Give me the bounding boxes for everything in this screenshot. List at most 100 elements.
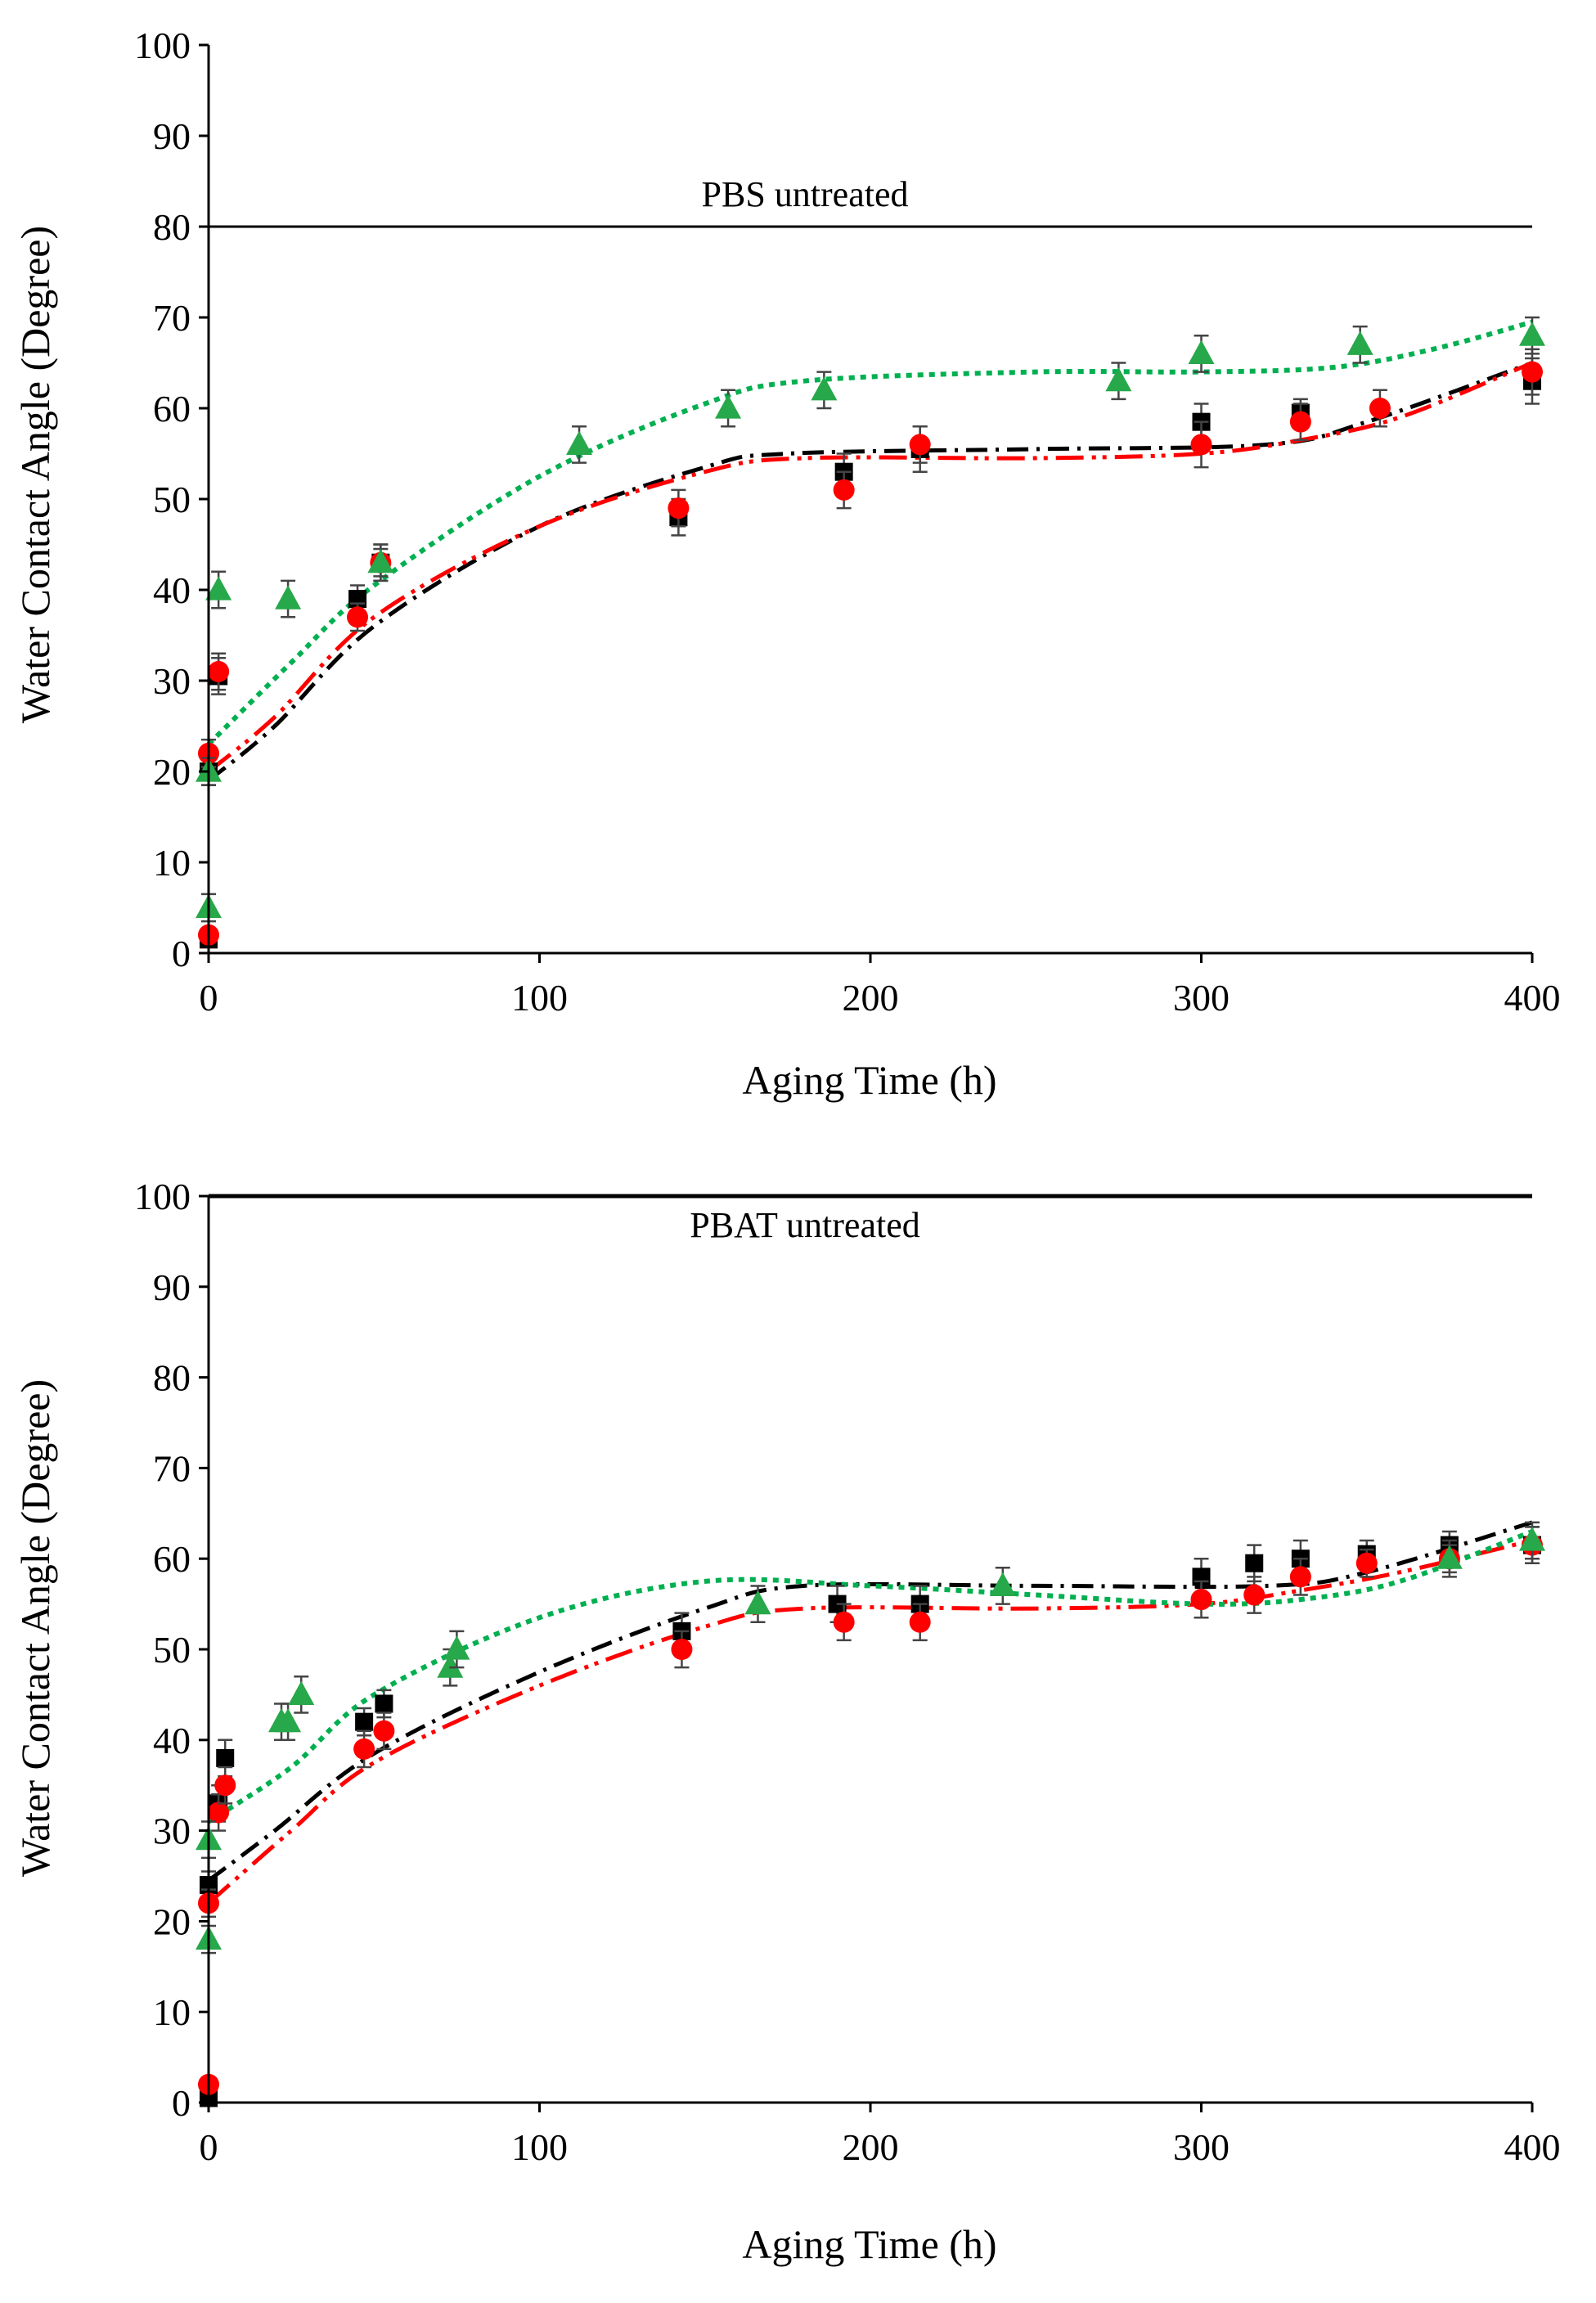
x-tick-label: 200 [843, 2126, 899, 2168]
pbat-untreated-annotation: PBAT untreated [690, 1205, 920, 1245]
data-point-circle [909, 425, 931, 464]
data-point-circle [668, 488, 690, 528]
fit-line-square [207, 1520, 1533, 1882]
y-tick-label: 80 [153, 206, 191, 248]
circle-marker [1289, 1566, 1311, 1588]
circle-marker [1522, 361, 1543, 383]
triangle-marker [205, 576, 232, 600]
square-marker [355, 1712, 374, 1731]
triangle-marker [443, 1635, 470, 1660]
triangle-marker [288, 1680, 315, 1705]
x-tick-label: 400 [1504, 977, 1561, 1019]
chart-panel-pbs: PBS untreated 0 10 20 30 40 50 60 70 80 90 100 0 100… [12, 25, 1561, 1103]
data-point-circle [1190, 1580, 1212, 1619]
y-tick-label: 30 [153, 660, 191, 702]
y-tick-label: 0 [172, 2082, 191, 2124]
x-axis-title: Aging Time (h) [742, 1057, 996, 1103]
data-point-circle [1190, 421, 1212, 469]
data-point-circle [909, 1603, 931, 1642]
data-point-triangle [443, 1630, 470, 1669]
circle-marker [1243, 1584, 1266, 1606]
circle-marker [208, 1801, 230, 1824]
data-point-circle [347, 602, 369, 632]
triangle-marker [989, 1572, 1016, 1597]
y-tick-label: 30 [153, 1810, 191, 1852]
fit-line-triangle [206, 319, 1533, 746]
data-point-triangle [275, 579, 302, 618]
data-point-circle [1369, 389, 1391, 428]
circle-marker [1190, 434, 1212, 456]
circle-marker [347, 606, 369, 628]
triangle-marker [566, 430, 593, 455]
x-tick-label: 0 [200, 977, 218, 1019]
data-point-circle [373, 1712, 395, 1751]
triangle-marker [715, 394, 742, 419]
circle-marker [1190, 1589, 1212, 1611]
data-point-circle [353, 1729, 375, 1769]
data-point-triangle [1519, 316, 1545, 355]
data-point-circle [833, 470, 855, 510]
data-point-circle [1243, 1576, 1266, 1614]
data-point-triangle [205, 570, 232, 609]
data-point-triangle [1436, 1544, 1463, 1574]
pbs-untreated-annotation: PBS untreated [702, 174, 909, 214]
circle-marker [909, 434, 931, 456]
square-marker [216, 1748, 235, 1767]
y-tick-label: 100 [134, 1176, 191, 1217]
x-tick-label: 300 [1173, 977, 1230, 1019]
square-marker [375, 1694, 393, 1713]
circle-marker [373, 1720, 395, 1742]
data-point-circle [1289, 403, 1311, 442]
y-tick-label: 50 [153, 479, 191, 520]
circle-marker [214, 1774, 236, 1797]
y-tick-label: 70 [153, 1447, 191, 1489]
triangle-marker [1436, 1545, 1463, 1569]
x-tick-label: 0 [200, 2126, 218, 2168]
triangle-marker [1188, 340, 1215, 364]
circle-marker [1355, 1552, 1378, 1574]
circle-marker [833, 1611, 855, 1633]
x-tick-label: 200 [843, 977, 899, 1019]
y-tick-label: 40 [153, 1720, 191, 1761]
circle-marker [208, 660, 230, 682]
circle-marker [668, 497, 690, 520]
data-point-circle [1289, 1557, 1311, 1596]
data-point-triangle [1105, 362, 1132, 401]
circle-marker [671, 1639, 693, 1660]
triangle-marker [744, 1590, 771, 1615]
triangle-marker [1105, 367, 1132, 392]
data-point-circle [833, 1603, 855, 1642]
y-tick-label: 90 [153, 115, 191, 157]
y-tick-label: 0 [172, 933, 191, 974]
triangle-marker [367, 548, 394, 574]
fit-line-circle [207, 1538, 1533, 1905]
y-tick-label: 10 [153, 842, 191, 884]
data-point-triangle [288, 1675, 315, 1714]
triangle-marker [1519, 1527, 1545, 1551]
circle-marker [1289, 411, 1311, 433]
data-point-triangle [989, 1567, 1016, 1605]
data-point-triangle [744, 1585, 771, 1624]
data-point-triangle [566, 425, 593, 464]
x-tick-label: 400 [1504, 2126, 1561, 2168]
x-tick-label: 100 [511, 2126, 568, 2168]
y-tick-label: 40 [153, 569, 191, 611]
y-tick-label: 50 [153, 1629, 191, 1671]
y-tick-label: 60 [153, 388, 191, 430]
data-point-circle [208, 652, 230, 691]
circle-marker [1369, 398, 1391, 419]
square-marker [1245, 1554, 1264, 1572]
x-tick-label: 100 [511, 977, 568, 1019]
x-axis-title: Aging Time (h) [742, 2221, 996, 2267]
data-point-triangle [1519, 1521, 1545, 1560]
y-tick-label: 60 [153, 1538, 191, 1580]
y-tick-label: 70 [153, 297, 191, 339]
data-point-circle [1355, 1548, 1378, 1578]
data-point-triangle [367, 543, 394, 582]
circle-marker [353, 1738, 375, 1760]
data-point-triangle [275, 1703, 302, 1742]
y-tick-label: 20 [153, 751, 191, 793]
chart-panel-pbat: PBAT untreated 0 10 20 30 40 50 60 70 80 90 100 0 10… [12, 1176, 1561, 2267]
triangle-marker [275, 1707, 302, 1733]
y-axis-title: Water Contact Angle (Degree) [12, 226, 58, 723]
